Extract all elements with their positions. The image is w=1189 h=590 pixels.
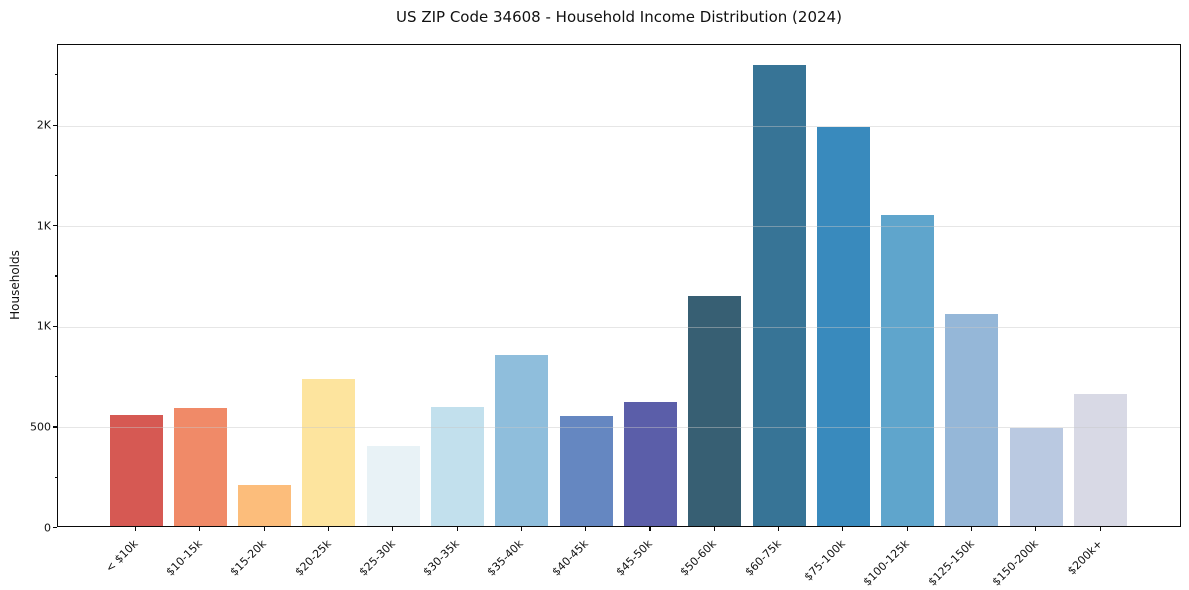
bar — [559, 416, 613, 526]
y-tick-label: 500 — [30, 420, 51, 434]
y-tick-mark — [52, 325, 57, 327]
chart-title: US ZIP Code 34608 - Household Income Dis… — [396, 8, 842, 26]
x-tick-label: $30-35k — [420, 537, 462, 579]
gridline — [58, 326, 1180, 328]
bar — [366, 445, 420, 526]
x-tick-label: $40-45k — [549, 537, 591, 579]
bar — [945, 313, 999, 526]
x-tick-mark — [713, 527, 715, 531]
x-tick-mark — [906, 527, 908, 531]
x-tick-label: $200k+ — [1064, 537, 1105, 578]
x-tick-label: $20-25k — [292, 537, 334, 579]
y-minor-tick-mark — [54, 74, 57, 76]
x-tick-mark — [520, 527, 522, 531]
bar — [173, 408, 227, 526]
bar — [1009, 428, 1063, 526]
bar — [623, 402, 677, 526]
y-tick-mark — [52, 124, 57, 126]
y-minor-tick-mark — [54, 275, 57, 277]
x-tick-label: $125-150k — [925, 537, 977, 589]
y-tick-mark — [52, 527, 57, 529]
y-tick-label: 0 — [44, 521, 51, 534]
x-tick-mark — [1099, 527, 1101, 531]
x-tick-label: $35-40k — [485, 537, 527, 579]
x-tick-mark — [263, 527, 265, 531]
bar — [302, 379, 356, 526]
bar — [431, 407, 484, 526]
x-tick-label: $45-50k — [613, 537, 655, 579]
bar — [1074, 394, 1127, 526]
x-tick-mark — [456, 527, 458, 531]
x-tick-mark — [970, 527, 973, 531]
x-tick-label: $150-200k — [989, 537, 1041, 589]
y-minor-tick-mark — [54, 476, 57, 478]
x-tick-mark — [327, 527, 330, 531]
x-tick-mark — [392, 527, 394, 531]
bar — [109, 415, 163, 526]
x-tick-mark — [649, 527, 651, 531]
x-tick-mark — [135, 527, 137, 531]
x-tick-label: $10-15k — [163, 537, 205, 579]
x-tick-mark — [585, 527, 587, 531]
x-tick-mark — [842, 527, 844, 531]
plot-area — [57, 44, 1181, 527]
x-tick-label: $60-75k — [742, 537, 784, 579]
y-tick-mark — [52, 426, 57, 428]
gridline — [58, 226, 1180, 228]
x-tick-mark — [199, 527, 201, 531]
x-tick-label: $75-100k — [801, 537, 848, 584]
bar — [495, 354, 549, 526]
x-tick-label: < $10k — [102, 537, 141, 575]
y-minor-tick-mark — [54, 174, 57, 176]
x-tick-label: $50-60k — [677, 537, 720, 579]
x-tick-label: $15-20k — [227, 537, 270, 579]
y-tick-mark — [52, 225, 57, 227]
y-tick-label: 1K — [36, 219, 51, 233]
y-tick-label: 1K — [36, 319, 51, 333]
bar — [752, 65, 806, 526]
gridline — [58, 125, 1180, 127]
y-axis-label: Households — [8, 250, 22, 320]
y-tick-label: 2K — [36, 118, 51, 132]
y-minor-tick-mark — [54, 376, 57, 378]
bar — [688, 295, 742, 526]
x-tick-label: $25-30k — [356, 537, 398, 579]
gridline — [58, 427, 1180, 429]
bar — [238, 484, 292, 526]
x-tick-mark — [778, 527, 780, 531]
x-tick-mark — [1035, 527, 1037, 531]
x-tick-label: $100-125k — [860, 537, 913, 589]
bar — [881, 215, 935, 526]
bar — [816, 126, 870, 526]
